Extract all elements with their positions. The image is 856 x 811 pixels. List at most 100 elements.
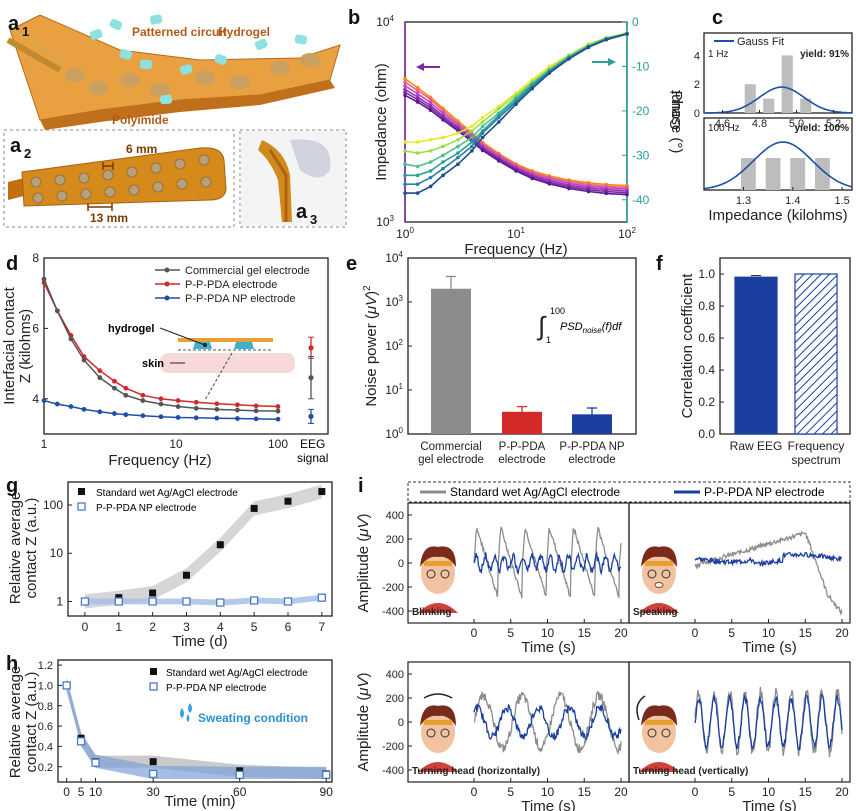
b-phase-point: [497, 106, 501, 111]
f-ylabel: Correlation coefficient: [679, 273, 696, 419]
i-trace-np: [473, 703, 622, 741]
i-trace-agcl: [473, 691, 622, 755]
d-point: [112, 411, 117, 416]
i-panel-2: Turning head (horizontally) 0 5 10 15 20 Time …: [382, 661, 630, 811]
d-point: [97, 375, 103, 381]
i-xtick-label: 10: [541, 626, 555, 640]
d-point: [123, 392, 129, 398]
g-legend-agcl: Standard wet Ag/AgCl electrode: [96, 488, 238, 499]
panel-f: f 0.0 0.2 0.4 0.6 0.8 1.0 Raw EEG Frequency s…: [656, 253, 851, 467]
g-point-agcl: [284, 497, 292, 505]
d-point: [275, 416, 281, 422]
h-series: [62, 677, 331, 780]
b-impedance-point: [441, 118, 445, 122]
c-hist-bar: [765, 158, 781, 190]
b-impedance-point: [403, 83, 407, 88]
panel-a2-sub: 2: [24, 146, 31, 161]
b-phase-point: [415, 191, 420, 195]
panel-c-label: c: [712, 7, 723, 29]
h-point-np: [62, 681, 71, 690]
d-eeg-point: [308, 345, 314, 351]
b-phase-point: [441, 160, 445, 164]
i-xtick-label: 0: [692, 626, 699, 640]
i-trace-np: [694, 551, 843, 568]
c-bottom-plot: 1.3 1.4 1.5: [703, 141, 853, 207]
d-point: [140, 392, 146, 398]
panel-a1-sub: 1: [22, 24, 29, 39]
b-impedance-point: [428, 97, 433, 102]
b-xtick-10: 101: [507, 226, 525, 241]
arrow-vertical-icon: [636, 695, 646, 721]
b-phase-point: [415, 182, 420, 187]
e-formula-upper: 100: [550, 306, 565, 316]
h-xtick-label: 5: [78, 785, 85, 799]
electrode-band-icon: [645, 561, 673, 566]
h-ytick-label: 1.2: [38, 660, 53, 672]
d-point: [41, 276, 47, 282]
d-point: [158, 396, 164, 402]
b-phase-point: [441, 144, 445, 149]
g-point-agcl: [182, 571, 190, 579]
f-ytick-label: 0.6: [698, 331, 715, 345]
b-phase-point: [480, 115, 485, 120]
c-ytick-label: 4: [694, 50, 700, 62]
person-hair-icon: [420, 546, 456, 567]
d-point: [193, 415, 199, 421]
g-xtick-label: 4: [217, 620, 224, 634]
h-ytick-label: 0.8: [38, 701, 53, 713]
b-phase-point: [441, 135, 445, 140]
b-phase-point: [441, 153, 445, 158]
b-xtick-100: 102: [618, 226, 636, 241]
b-phase-point: [456, 144, 460, 149]
b-impedance-point: [567, 186, 571, 191]
f-bar: [734, 276, 778, 435]
e-xlabel-line2: electrode: [568, 454, 615, 466]
b-phase-point: [456, 137, 460, 142]
d-point: [235, 416, 240, 421]
b-impedance-point: [415, 85, 420, 90]
f-ytick-label: 0.2: [698, 395, 715, 409]
b-phase-point: [497, 115, 501, 120]
d-ytick-label: 8: [32, 251, 39, 265]
glasses-icon: [440, 569, 450, 579]
g-point-agcl: [149, 589, 157, 597]
i-xlabel: Time (s): [742, 639, 796, 656]
d-point: [235, 407, 240, 413]
b-impedance-point: [547, 182, 552, 186]
e-ytick-label: 102: [385, 338, 403, 353]
h-xtick-label: 60: [233, 785, 247, 799]
g-point-np: [80, 597, 90, 606]
b-phase-point: [403, 191, 407, 195]
c-xtick-label: 5.0: [789, 118, 804, 130]
i-ytick-label: -200: [382, 741, 404, 753]
b-phase-point: [415, 151, 420, 155]
i-legend-np: P-P-PDA NP electrode: [704, 485, 825, 499]
i-xtick-label: 15: [578, 626, 592, 640]
b-phase-point: [480, 120, 485, 124]
c-top-title: 1 Hz: [708, 49, 729, 60]
i-panel-0: Blinking 0 5 10 15 20 Time (s) -400 -200 0 200 400: [382, 502, 630, 656]
b-impedance-point: [497, 159, 501, 163]
panel-a2-label: a: [10, 135, 22, 157]
d-xtick-10: 10: [169, 437, 183, 451]
b-impedance-point: [530, 176, 535, 181]
panel-i: i Standard wet Ag/AgCl electrode P-P-PDA…: [355, 475, 851, 811]
d-point: [123, 385, 129, 391]
d-eeg-label-2: signal: [297, 451, 328, 465]
h-xtick-label: 0: [63, 785, 70, 799]
g-xtick-label: 0: [82, 620, 89, 634]
b-phase-point: [415, 164, 420, 169]
g-ytick-label: 10: [50, 546, 64, 560]
g-point-np: [283, 597, 293, 606]
b-phase-series: [403, 31, 629, 195]
i-trace-agcl: [473, 526, 622, 600]
b-phase-point: [514, 102, 518, 107]
d-point: [193, 399, 199, 405]
b-phase-point: [403, 162, 407, 167]
f-xlabel-raw: Raw EEG: [730, 439, 783, 453]
g-ytick-label: 1: [56, 594, 63, 608]
b-phase-point: [428, 160, 433, 164]
h-legend-agcl: Standard wet Ag/AgCl electrode: [166, 668, 308, 679]
b-phase-point: [441, 173, 445, 178]
e-ylabel: Noise power (μV)2: [362, 285, 380, 407]
